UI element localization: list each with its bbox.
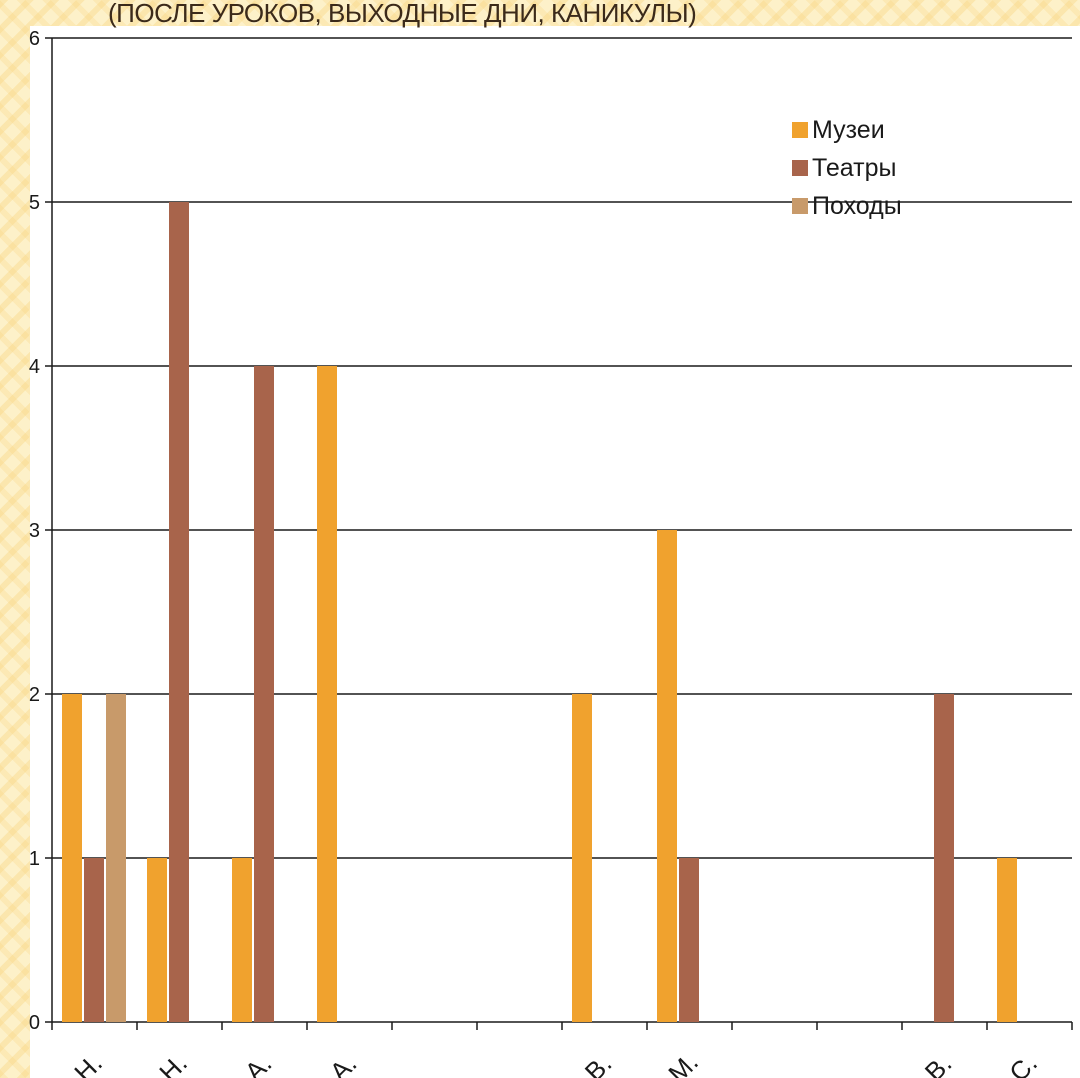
bar: [147, 858, 167, 1022]
y-tick-label: 3: [29, 520, 40, 542]
bar: [934, 694, 954, 1022]
y-tick-label: 4: [29, 356, 40, 378]
chart-title: (ПОСЛЕ УРОКОВ, ВЫХОДНЫЕ ДНИ, КАНИКУЛЫ): [108, 0, 697, 28]
bar: [106, 694, 126, 1022]
y-tick-label: 1: [29, 848, 40, 870]
legend-swatch: [792, 160, 808, 176]
x-category-label: М.: [662, 1047, 704, 1078]
bar: [169, 202, 189, 1022]
legend-label: Театры: [812, 154, 896, 182]
x-category-label: В.: [579, 1048, 618, 1078]
x-category-label: Н.: [68, 1048, 108, 1078]
y-tick-label: 6: [29, 28, 40, 50]
x-category-label: А.: [324, 1048, 363, 1078]
legend-swatch: [792, 122, 808, 138]
bar: [317, 366, 337, 1022]
legend-swatch: [792, 198, 808, 214]
bar: [62, 694, 82, 1022]
bar: [679, 858, 699, 1022]
legend-label: Походы: [812, 192, 902, 220]
bar: [997, 858, 1017, 1022]
bar: [254, 366, 274, 1022]
bar: [84, 858, 104, 1022]
x-category-label: А.: [239, 1048, 278, 1078]
bar: [572, 694, 592, 1022]
y-tick-label: 5: [29, 192, 40, 214]
bar: [657, 530, 677, 1022]
legend-label: Музеи: [812, 116, 885, 144]
y-tick-label: 0: [29, 1012, 40, 1034]
x-category-label: Н.: [153, 1048, 193, 1078]
x-category-label: В.: [919, 1048, 958, 1078]
y-tick-label: 2: [29, 684, 40, 706]
x-category-label: С.: [1003, 1048, 1043, 1078]
bar: [232, 858, 252, 1022]
